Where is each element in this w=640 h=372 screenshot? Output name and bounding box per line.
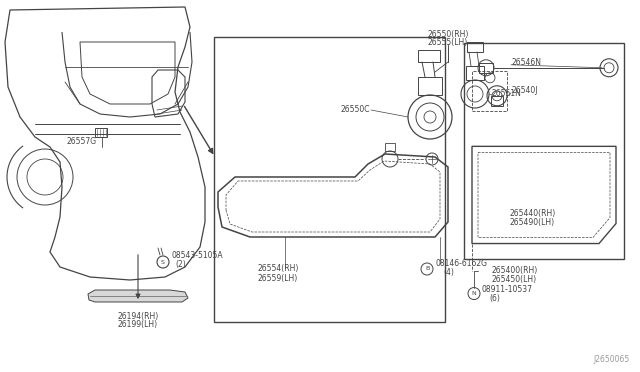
Bar (418, 50, 440, 62)
Text: 265490(LH): 265490(LH) (509, 218, 554, 227)
Text: 26554(RH): 26554(RH) (258, 264, 300, 273)
Bar (467, 42, 483, 52)
Text: 265400(RH): 265400(RH) (492, 266, 538, 275)
Text: 26546N: 26546N (512, 58, 542, 67)
Bar (418, 77, 442, 95)
Bar (491, 96, 503, 106)
Bar (385, 143, 395, 151)
Text: 26199(LH): 26199(LH) (118, 321, 158, 330)
Text: 26555(LH): 26555(LH) (428, 38, 468, 48)
Text: B: B (425, 266, 429, 272)
Text: 26557G: 26557G (67, 138, 97, 147)
Text: N: N (472, 291, 476, 296)
Bar (95, 128, 107, 137)
Text: 08543-5105A: 08543-5105A (172, 250, 223, 260)
Text: (2): (2) (175, 260, 186, 269)
Polygon shape (88, 290, 188, 302)
Text: (4): (4) (443, 269, 454, 278)
Text: 265450(LH): 265450(LH) (492, 275, 537, 284)
Bar (472, 71, 507, 111)
Text: 26550C: 26550C (340, 106, 370, 115)
Bar (466, 66, 484, 80)
Text: 08146-6162G: 08146-6162G (435, 260, 487, 269)
Text: 08911-10537: 08911-10537 (482, 285, 533, 294)
Bar (214, 37, 445, 322)
Bar (464, 43, 624, 259)
Text: (6): (6) (489, 294, 500, 303)
Text: 26550(RH): 26550(RH) (428, 29, 468, 38)
Text: J2650065: J2650065 (594, 355, 630, 364)
Text: 26559(LH): 26559(LH) (258, 273, 298, 282)
Text: 26551N: 26551N (492, 90, 522, 99)
Text: 265440(RH): 265440(RH) (509, 209, 556, 218)
Text: S: S (161, 260, 165, 264)
Text: 26540J: 26540J (512, 86, 538, 95)
Text: 26194(RH): 26194(RH) (117, 311, 159, 321)
Bar (479, 63, 493, 73)
